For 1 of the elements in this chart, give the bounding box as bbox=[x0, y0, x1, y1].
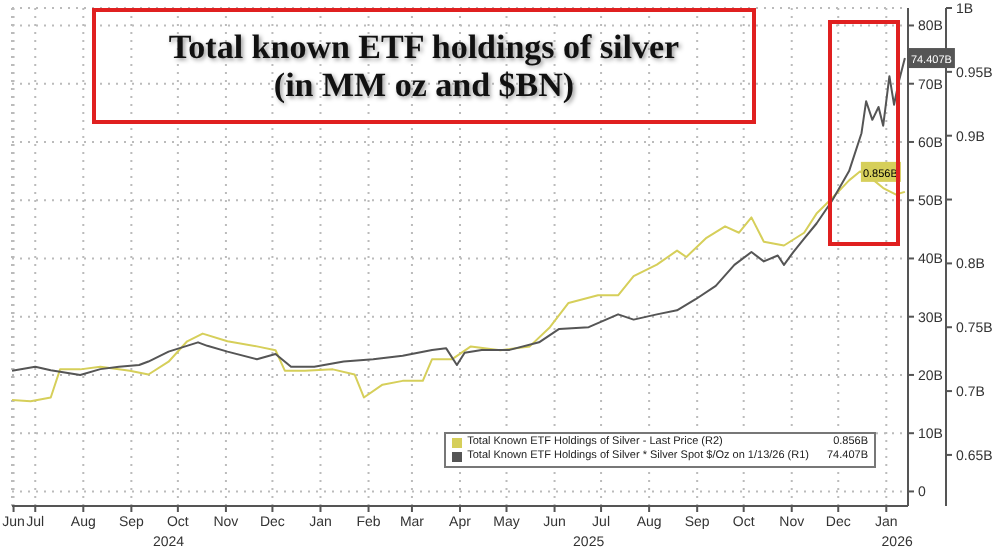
text: Total known ETF holdings of silver (in MM oz and $BN) bbox=[166, 28, 682, 104]
